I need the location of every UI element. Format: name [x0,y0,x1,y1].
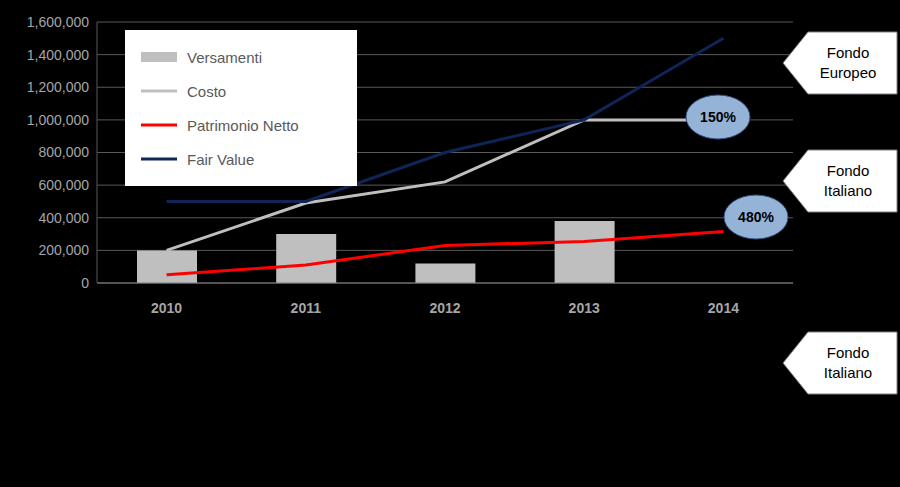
svg-text:Italiano: Italiano [824,364,872,381]
svg-text:400,000: 400,000 [38,210,89,226]
svg-text:600,000: 600,000 [38,177,89,193]
svg-text:Fondo: Fondo [827,44,870,61]
svg-text:2013: 2013 [569,300,600,316]
svg-text:2012: 2012 [429,300,460,316]
svg-text:480%: 480% [738,209,774,225]
html-text:Patrimonio Netto: Patrimonio Netto [187,116,299,134]
svg-text:Fondo: Fondo [827,344,870,361]
svg-text:200,000: 200,000 [38,242,89,258]
svg-text:Italiano: Italiano [824,182,872,199]
html-text:Fair Value: Fair Value [187,150,255,168]
svg-text:1,600,000: 1,600,000 [27,14,89,30]
html-text:Costo: Costo [187,82,227,100]
svg-text:1,400,000: 1,400,000 [27,47,89,63]
svg-text:2010: 2010 [151,300,182,316]
svg-text:1,000,000: 1,000,000 [27,112,89,128]
svg-text:Europeo: Europeo [820,64,877,81]
svg-text:2011: 2011 [291,300,322,316]
svg-text:150%: 150% [700,109,736,125]
svg-text:0: 0 [81,275,89,291]
svg-text:Fondo: Fondo [827,162,870,179]
html-text:Versamenti: Versamenti [187,48,262,66]
svg-text:2014: 2014 [708,300,739,316]
svg-text:800,000: 800,000 [38,144,89,160]
svg-text:1,200,000: 1,200,000 [27,79,89,95]
